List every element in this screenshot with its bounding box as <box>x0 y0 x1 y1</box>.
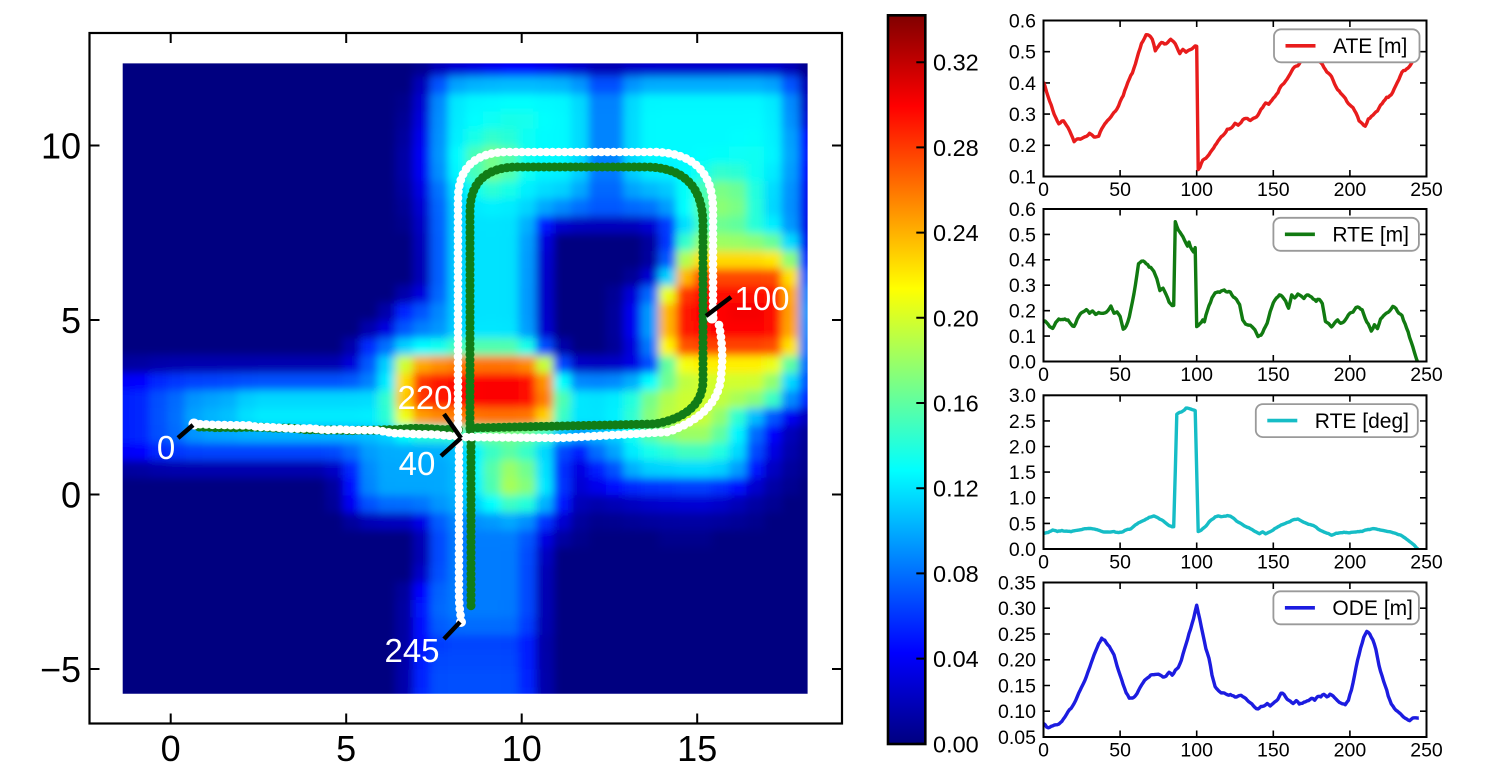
svg-text:ODE [m]: ODE [m] <box>1332 597 1413 620</box>
svg-text:5: 5 <box>61 300 81 341</box>
svg-text:0.3: 0.3 <box>1009 275 1036 297</box>
svg-text:0.30: 0.30 <box>998 598 1036 620</box>
svg-text:245: 245 <box>384 632 439 669</box>
svg-text:0.16: 0.16 <box>933 391 979 417</box>
svg-text:200: 200 <box>1334 552 1367 574</box>
svg-text:200: 200 <box>1334 740 1367 762</box>
svg-text:10: 10 <box>502 728 542 769</box>
svg-text:0: 0 <box>157 429 175 466</box>
svg-text:0.4: 0.4 <box>1009 73 1036 95</box>
svg-text:0.0: 0.0 <box>1009 351 1036 373</box>
svg-text:0.28: 0.28 <box>933 135 979 161</box>
svg-text:2.0: 2.0 <box>1009 436 1036 458</box>
svg-text:RTE [m]: RTE [m] <box>1332 224 1409 247</box>
svg-text:0.35: 0.35 <box>998 572 1036 594</box>
svg-text:50: 50 <box>1109 364 1131 386</box>
svg-text:150: 150 <box>1257 552 1290 574</box>
svg-text:150: 150 <box>1257 179 1290 201</box>
svg-text:0.10: 0.10 <box>998 701 1036 723</box>
svg-text:0: 0 <box>1038 179 1049 201</box>
svg-text:0.2: 0.2 <box>1009 135 1036 157</box>
svg-text:0: 0 <box>1038 552 1049 574</box>
svg-text:0: 0 <box>1038 364 1049 386</box>
svg-text:0.12: 0.12 <box>933 476 979 502</box>
svg-text:40: 40 <box>399 445 436 482</box>
svg-text:0.6: 0.6 <box>1009 10 1036 32</box>
svg-text:150: 150 <box>1257 740 1290 762</box>
svg-text:0.00: 0.00 <box>933 731 979 757</box>
svg-text:0.24: 0.24 <box>933 220 979 246</box>
svg-text:100: 100 <box>1180 740 1213 762</box>
svg-text:100: 100 <box>1180 364 1213 386</box>
svg-text:ATE [m]: ATE [m] <box>1333 35 1407 58</box>
svg-text:0.3: 0.3 <box>1009 104 1036 126</box>
svg-text:0.04: 0.04 <box>933 646 979 672</box>
svg-text:0.1: 0.1 <box>1009 326 1036 348</box>
svg-text:15: 15 <box>677 728 717 769</box>
svg-text:0.2: 0.2 <box>1009 301 1036 323</box>
svg-text:2.5: 2.5 <box>1009 411 1036 433</box>
svg-text:10: 10 <box>41 126 81 167</box>
svg-text:50: 50 <box>1109 179 1131 201</box>
svg-text:0.20: 0.20 <box>933 305 979 331</box>
svg-text:0.32: 0.32 <box>933 50 979 76</box>
svg-text:200: 200 <box>1334 179 1367 201</box>
svg-text:50: 50 <box>1109 740 1131 762</box>
svg-text:0.15: 0.15 <box>998 675 1036 697</box>
svg-text:1.0: 1.0 <box>1009 488 1036 510</box>
svg-text:0.5: 0.5 <box>1009 513 1036 535</box>
svg-text:0.25: 0.25 <box>998 624 1036 646</box>
svg-text:0: 0 <box>61 475 81 516</box>
svg-text:−5: −5 <box>40 649 81 690</box>
svg-text:0.6: 0.6 <box>1009 199 1036 221</box>
svg-text:220: 220 <box>397 379 452 416</box>
svg-text:250: 250 <box>1410 179 1443 201</box>
svg-text:1.5: 1.5 <box>1009 462 1036 484</box>
svg-text:0.05: 0.05 <box>998 727 1036 749</box>
svg-text:100: 100 <box>734 280 789 317</box>
svg-text:0: 0 <box>161 728 181 769</box>
svg-text:200: 200 <box>1334 364 1367 386</box>
svg-text:150: 150 <box>1257 364 1290 386</box>
svg-text:0: 0 <box>1038 740 1049 762</box>
svg-text:3.0: 3.0 <box>1009 385 1036 407</box>
svg-text:0.5: 0.5 <box>1009 42 1036 64</box>
svg-text:0.1: 0.1 <box>1009 166 1036 188</box>
svg-text:0.5: 0.5 <box>1009 224 1036 246</box>
svg-text:100: 100 <box>1180 179 1213 201</box>
svg-text:50: 50 <box>1109 552 1131 574</box>
svg-text:250: 250 <box>1410 364 1443 386</box>
svg-text:0.20: 0.20 <box>998 650 1036 672</box>
svg-text:0.0: 0.0 <box>1009 539 1036 561</box>
svg-text:0.08: 0.08 <box>933 561 979 587</box>
svg-text:5: 5 <box>336 728 356 769</box>
svg-text:100: 100 <box>1180 552 1213 574</box>
svg-text:0.4: 0.4 <box>1009 250 1036 272</box>
svg-text:RTE [deg]: RTE [deg] <box>1315 410 1409 433</box>
svg-text:250: 250 <box>1410 552 1443 574</box>
svg-text:250: 250 <box>1410 740 1443 762</box>
